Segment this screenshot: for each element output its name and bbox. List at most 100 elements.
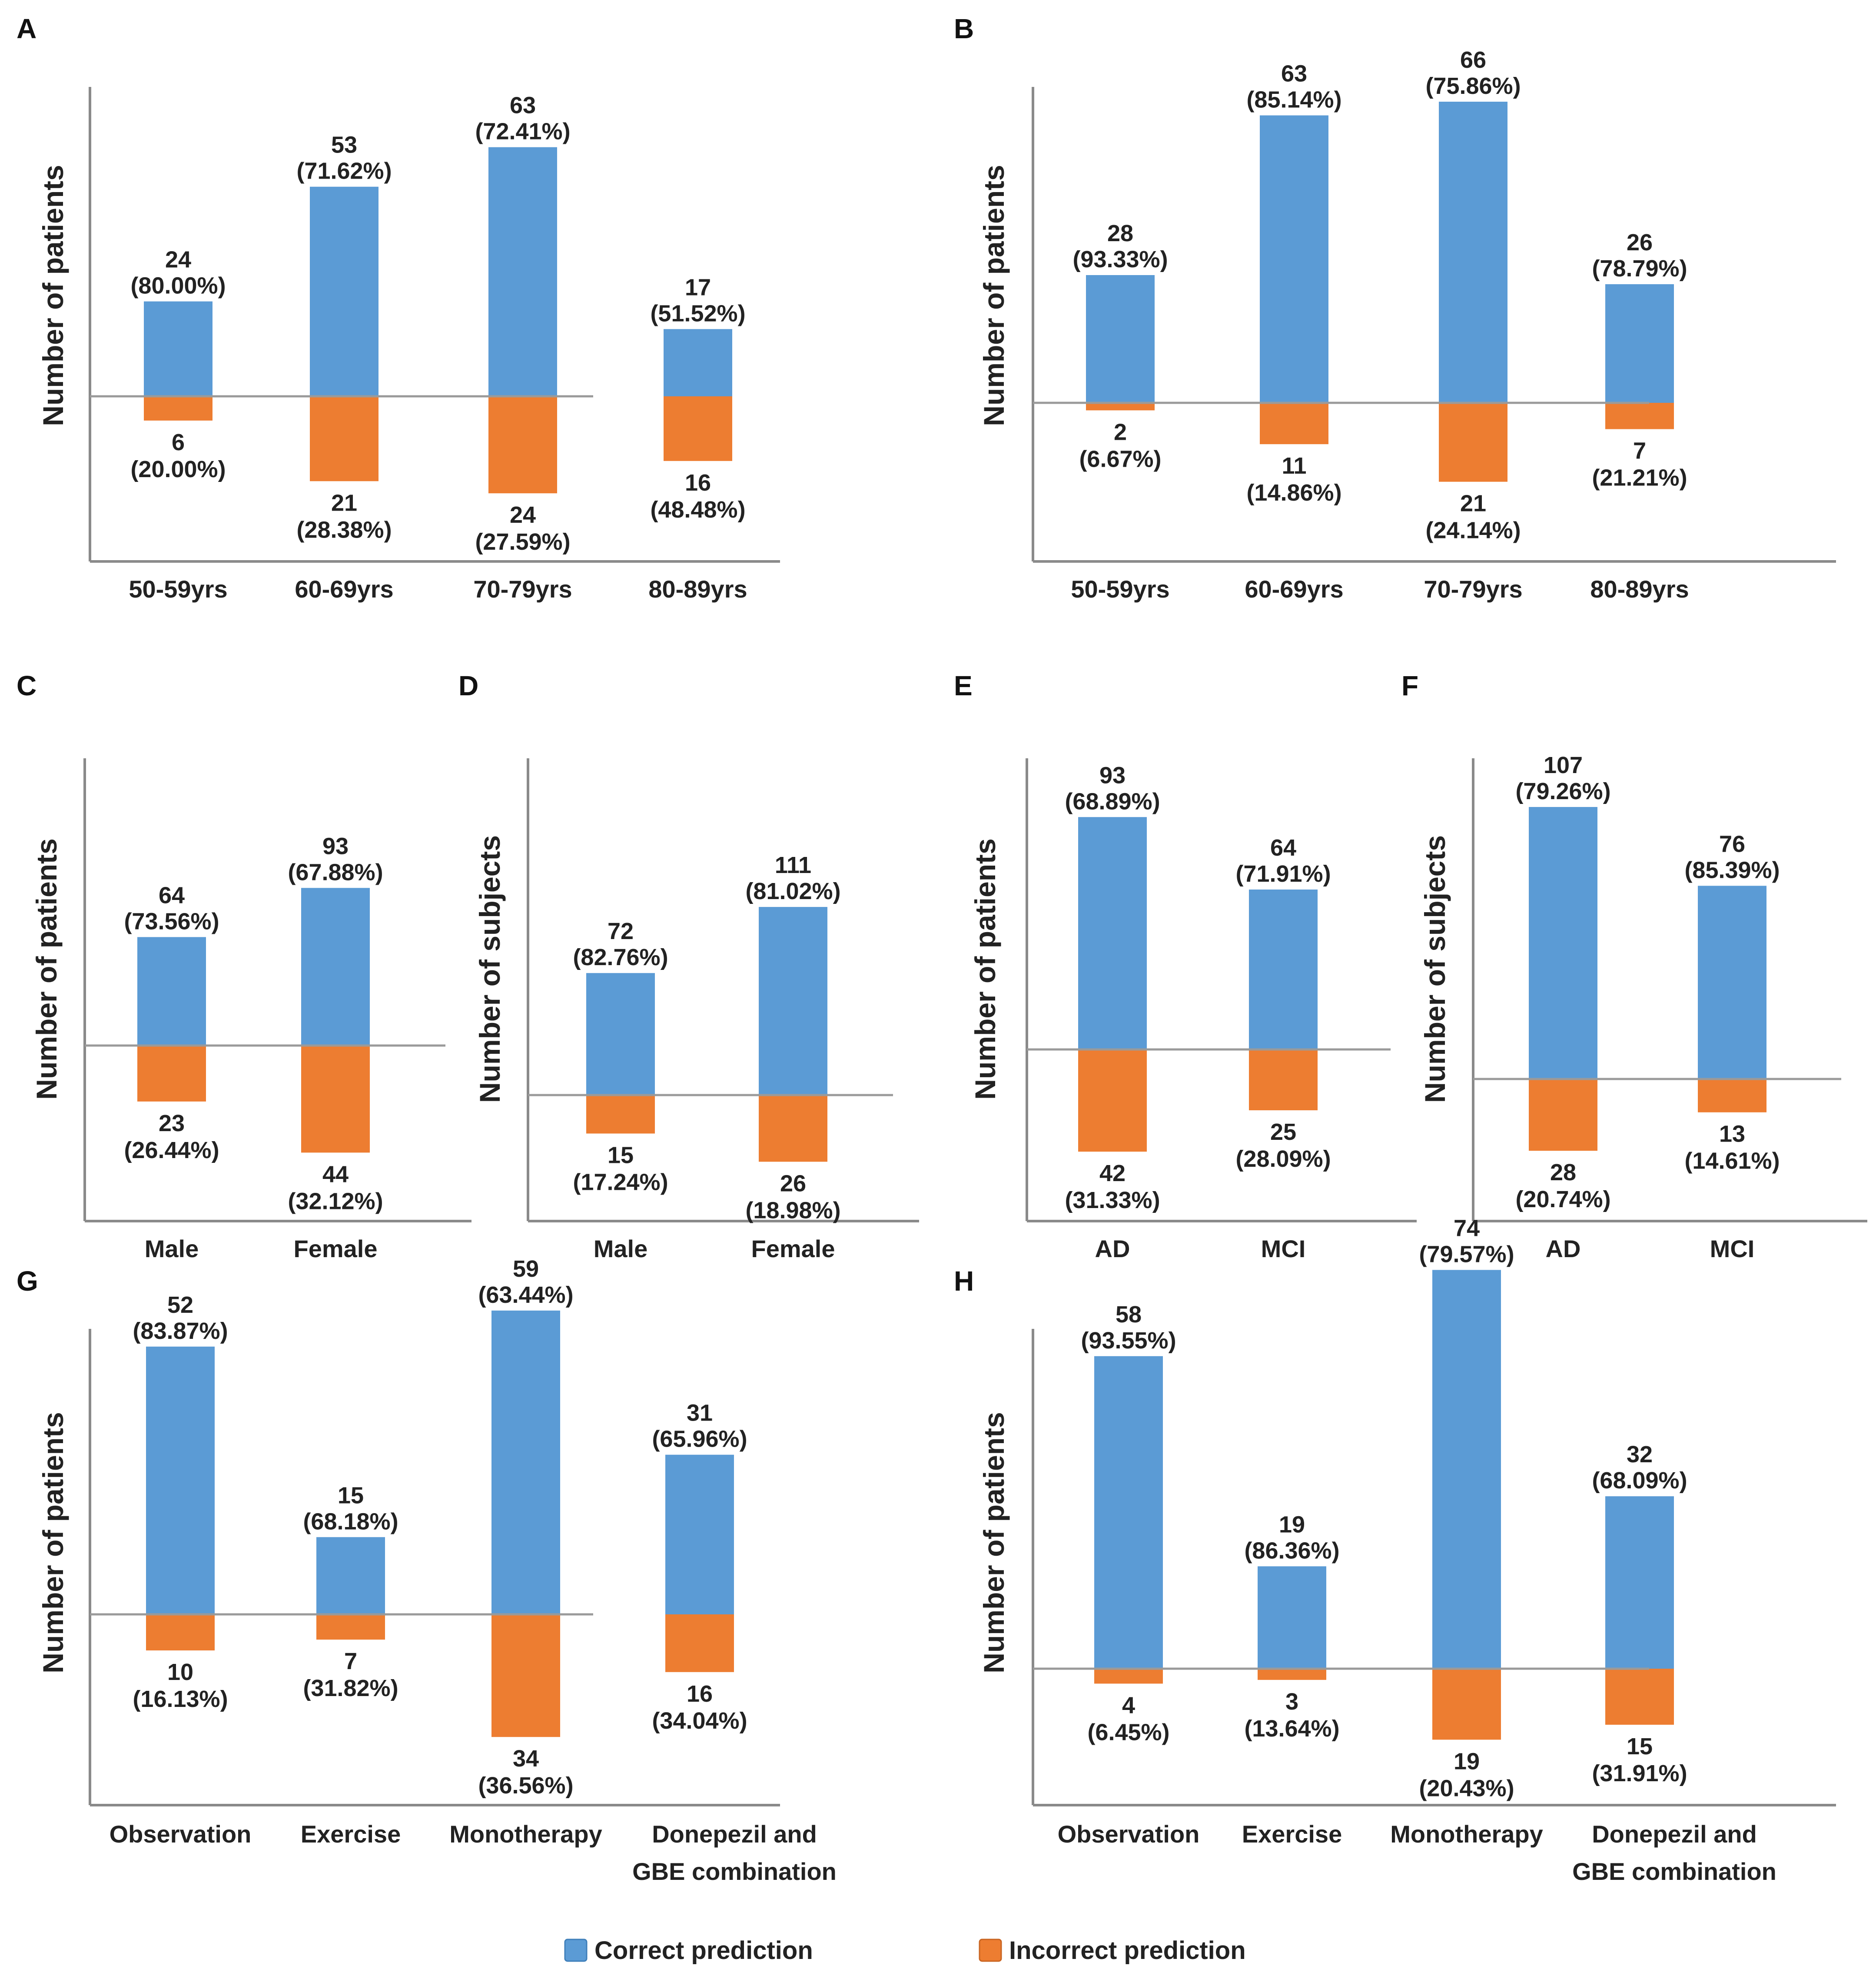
bar-incorrect: [1094, 1669, 1163, 1684]
data-label-correct-percent: (68.18%): [303, 1508, 398, 1534]
panel-h: H Number of patients 58(93.55%) 4(6.45%) Obs…: [954, 1215, 1836, 1885]
data-label-incorrect-count: 2: [1114, 419, 1127, 445]
panel-b: B Number of patients 28(93.33%) 2(6.67%) 50-…: [954, 13, 1836, 603]
data-label-correct-percent: (51.52%): [650, 300, 745, 326]
data-label-incorrect-percent: (20.00%): [130, 456, 226, 482]
x-tick-label: Monotherapy: [449, 1820, 602, 1848]
panel-letter: A: [17, 13, 37, 44]
y-axis-label: Number of subjects: [1419, 835, 1451, 1103]
data-label-incorrect-percent: (32.12%): [288, 1188, 383, 1214]
data-label-incorrect-count: 21: [331, 490, 357, 516]
data-label-correct-count: 74: [1454, 1215, 1480, 1241]
data-label-correct-count: 76: [1719, 831, 1745, 857]
bar-incorrect: [1529, 1079, 1597, 1151]
data-label-incorrect-count: 34: [513, 1746, 539, 1772]
data-label-incorrect-count: 7: [344, 1648, 357, 1674]
data-label-correct-count: 15: [338, 1482, 364, 1508]
data-label-correct-percent: (78.79%): [1592, 256, 1687, 282]
data-label-incorrect-count: 42: [1099, 1160, 1126, 1186]
bar-correct: [1086, 275, 1155, 403]
bar-correct: [144, 301, 213, 396]
x-tick-label: Male: [594, 1235, 648, 1262]
x-tick-label: AD: [1546, 1235, 1581, 1262]
bar-incorrect: [586, 1095, 655, 1134]
panel-letter: B: [954, 13, 974, 44]
data-label-incorrect-percent: (31.33%): [1065, 1187, 1160, 1213]
data-label-correct-percent: (67.88%): [288, 859, 383, 885]
data-label-incorrect-count: 11: [1282, 453, 1306, 479]
bar-correct: [1094, 1356, 1163, 1669]
data-label-incorrect-percent: (17.24%): [573, 1169, 668, 1195]
data-label-incorrect-count: 6: [172, 429, 185, 455]
data-label-correct-count: 31: [687, 1400, 713, 1426]
data-label-incorrect-percent: (14.86%): [1246, 480, 1341, 506]
data-label-incorrect-percent: (31.82%): [303, 1675, 398, 1701]
bar-correct: [586, 973, 655, 1095]
data-label-incorrect-percent: (6.45%): [1087, 1719, 1169, 1745]
panel-letter: G: [17, 1265, 38, 1297]
data-label-correct-percent: (63.44%): [478, 1282, 573, 1308]
data-label-incorrect-count: 44: [322, 1161, 349, 1187]
data-label-correct-percent: (80.00%): [130, 273, 226, 299]
bar-incorrect: [1432, 1669, 1501, 1740]
bar-correct: [146, 1346, 215, 1614]
bar-incorrect: [1605, 403, 1674, 429]
data-label-incorrect-percent: (34.04%): [652, 1708, 747, 1734]
data-label-incorrect-count: 23: [159, 1110, 185, 1136]
data-label-incorrect-percent: (24.14%): [1425, 518, 1521, 544]
data-label-incorrect-percent: (20.43%): [1419, 1775, 1514, 1801]
data-label-correct-count: 107: [1544, 752, 1583, 778]
legend-label-correct: Correct prediction: [594, 1936, 813, 1965]
x-tick-label: GBE combination: [632, 1858, 837, 1885]
data-label-correct-count: 63: [510, 93, 536, 119]
bar-incorrect: [1086, 403, 1155, 411]
data-label-incorrect-count: 15: [1627, 1733, 1653, 1760]
data-label-incorrect-percent: (48.48%): [650, 497, 745, 523]
data-label-incorrect-count: 25: [1270, 1119, 1296, 1145]
data-label-correct-percent: (68.89%): [1065, 788, 1160, 814]
y-axis-label: Number of patients: [37, 1412, 69, 1673]
bar-incorrect: [665, 1614, 734, 1672]
data-label-incorrect-percent: (13.64%): [1244, 1716, 1339, 1742]
legend-swatch-correct: [564, 1939, 588, 1962]
data-label-correct-percent: (75.86%): [1425, 73, 1521, 99]
data-label-correct-count: 58: [1116, 1301, 1142, 1328]
data-label-incorrect-percent: (16.13%): [133, 1686, 228, 1712]
bar-incorrect: [664, 396, 732, 461]
bar-incorrect: [146, 1614, 215, 1650]
bar-correct: [137, 937, 206, 1046]
legend-label-incorrect: Incorrect prediction: [1009, 1936, 1246, 1965]
data-label-correct-percent: (86.36%): [1244, 1537, 1339, 1564]
data-label-correct-count: 17: [685, 274, 711, 300]
y-axis-label: Number of patients: [969, 838, 1001, 1099]
bar-correct: [1432, 1270, 1501, 1669]
data-label-correct-count: 53: [331, 132, 357, 158]
bar-incorrect: [1260, 403, 1328, 445]
x-tick-label: Male: [145, 1235, 199, 1262]
data-label-correct-percent: (73.56%): [124, 908, 219, 934]
data-label-correct-percent: (65.96%): [652, 1426, 747, 1452]
data-label-correct-percent: (93.33%): [1072, 246, 1168, 272]
data-label-correct-count: 32: [1627, 1441, 1653, 1467]
x-tick-label: GBE combination: [1572, 1858, 1776, 1885]
bar-correct: [488, 147, 557, 396]
x-tick-label: Female: [294, 1235, 378, 1262]
bar-incorrect: [137, 1046, 206, 1102]
x-tick-label: Donepezil and: [652, 1820, 817, 1848]
data-label-incorrect-count: 10: [167, 1659, 193, 1685]
data-label-incorrect-count: 19: [1454, 1748, 1480, 1774]
data-label-correct-count: 72: [608, 918, 634, 944]
y-axis-label: Number of patients: [30, 838, 63, 1099]
bar-correct: [1605, 1496, 1674, 1669]
data-label-incorrect-percent: (36.56%): [478, 1773, 573, 1799]
x-tick-label: 80-89yrs: [1590, 575, 1689, 603]
data-label-correct-count: 64: [1270, 835, 1296, 861]
bar-correct: [491, 1310, 560, 1614]
data-label-incorrect-percent: (21.21%): [1592, 465, 1687, 491]
data-label-incorrect-count: 16: [687, 1681, 713, 1707]
panel-g: G Number of patients 52(83.87%) 10(16.13%) O…: [17, 1256, 837, 1885]
panel-d: D Number of subjects 72(82.76%) 15(17.24%) M…: [458, 670, 919, 1262]
data-label-correct-percent: (81.02%): [745, 878, 840, 904]
